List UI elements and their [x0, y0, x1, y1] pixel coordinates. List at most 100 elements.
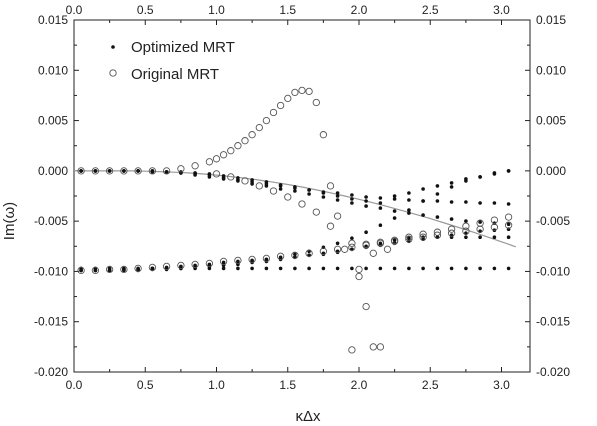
x-tick-label-bottom: 0.0 [66, 378, 83, 392]
point-original-mrt [284, 193, 292, 201]
point-optimized-mrt [321, 190, 326, 194]
point-original-mrt [319, 131, 328, 139]
point-original-mrt [241, 137, 249, 145]
y-tick-label-right: -0.010 [536, 264, 570, 278]
point-original-mrt [269, 187, 278, 195]
x-tick-label-top: 2.5 [422, 3, 439, 17]
point-optimized-mrt [478, 175, 482, 179]
point-original-mrt [419, 230, 427, 238]
x-tick-label-bottom: 2.5 [422, 378, 439, 392]
y-tick-label-right: -0.015 [536, 315, 570, 329]
point-original-mrt [362, 241, 370, 249]
point-original-mrt [333, 245, 342, 253]
y-tick-label-right: -0.005 [536, 214, 570, 228]
point-optimized-mrt [435, 192, 440, 196]
point-optimized-mrt [449, 266, 454, 271]
y-tick-label-left: 0.010 [38, 63, 68, 77]
point-original-mrt [504, 221, 513, 229]
y-tick-label-left: -0.015 [34, 315, 68, 329]
point-optimized-mrt [506, 202, 511, 206]
point-optimized-mrt [93, 169, 98, 173]
point-optimized-mrt [364, 230, 368, 234]
point-optimized-mrt [293, 252, 297, 257]
point-optimized-mrt [250, 266, 254, 271]
point-original-mrt [148, 167, 157, 175]
point-original-mrt [312, 98, 320, 107]
point-optimized-mrt [435, 266, 440, 271]
point-optimized-mrt [378, 266, 383, 271]
point-optimized-mrt [136, 169, 140, 173]
x-tick-label-top: 3.0 [493, 3, 510, 17]
point-optimized-mrt [392, 209, 397, 213]
x-tick-label-top: 2.0 [351, 3, 368, 17]
point-original-mrt [433, 228, 442, 236]
point-original-mrt [376, 239, 385, 247]
legend-marker-original [109, 69, 117, 77]
point-original-mrt [105, 265, 114, 274]
y-tick-label-left: 0.015 [38, 13, 68, 27]
point-original-mrt [269, 108, 278, 117]
point-original-mrt [120, 265, 128, 274]
point-optimized-mrt [93, 268, 98, 273]
legend-label-original: Original MRT [131, 66, 219, 83]
point-optimized-mrt [492, 235, 497, 239]
point-original-mrt [348, 239, 356, 247]
point-optimized-mrt [350, 236, 354, 240]
point-optimized-mrt [293, 189, 297, 193]
x-tick-label-top: 1.0 [208, 3, 225, 17]
point-optimized-mrt [378, 201, 383, 205]
point-original-mrt [462, 222, 470, 230]
data-points [77, 86, 513, 354]
point-original-mrt [227, 173, 235, 181]
point-original-mrt [148, 263, 157, 272]
point-optimized-mrt [164, 170, 169, 174]
point-optimized-mrt [449, 181, 454, 185]
y-axis-title: Im(ω) [1, 202, 18, 240]
y-tick-label-left: 0.000 [38, 164, 68, 178]
point-original-mrt [134, 167, 142, 175]
point-optimized-mrt [478, 220, 482, 224]
point-optimized-mrt [264, 266, 269, 271]
point-original-mrt [490, 223, 499, 231]
point-original-mrt [355, 265, 363, 274]
point-original-mrt [248, 131, 256, 139]
point-original-mrt [191, 260, 199, 269]
point-original-mrt [305, 87, 313, 96]
x-axis-title: κΔx [295, 408, 321, 425]
point-optimized-mrt [236, 179, 240, 183]
point-optimized-mrt [407, 208, 411, 212]
y-tick-label-left: 0.005 [38, 114, 68, 128]
point-optimized-mrt [307, 266, 311, 271]
point-original-mrt [298, 200, 306, 208]
point-optimized-mrt [307, 192, 311, 196]
x-tick-label-top: 1.5 [279, 3, 296, 17]
point-optimized-mrt [407, 198, 411, 202]
point-optimized-mrt [335, 198, 340, 202]
point-original-mrt [312, 208, 320, 216]
point-optimized-mrt [392, 197, 397, 201]
point-optimized-mrt [250, 182, 254, 186]
point-original-mrt [241, 177, 249, 185]
point-original-mrt [305, 249, 313, 257]
point-optimized-mrt [464, 179, 468, 183]
point-optimized-mrt [435, 184, 440, 188]
point-original-mrt [255, 123, 263, 132]
point-original-mrt [326, 182, 335, 190]
point-original-mrt [319, 247, 328, 255]
point-original-mrt [134, 264, 142, 273]
point-optimized-mrt [335, 194, 340, 198]
y-tick-label-right: 0.005 [536, 114, 566, 128]
point-original-mrt [205, 259, 214, 268]
point-optimized-mrt [107, 268, 112, 273]
point-original-mrt [262, 116, 271, 125]
point-original-mrt [462, 227, 470, 235]
point-original-mrt [341, 245, 349, 253]
point-original-mrt [219, 257, 228, 266]
point-optimized-mrt [392, 216, 397, 220]
point-optimized-mrt [307, 188, 311, 192]
point-optimized-mrt [392, 238, 397, 243]
point-original-mrt [419, 233, 427, 241]
point-optimized-mrt [122, 169, 126, 173]
point-optimized-mrt [264, 184, 269, 188]
